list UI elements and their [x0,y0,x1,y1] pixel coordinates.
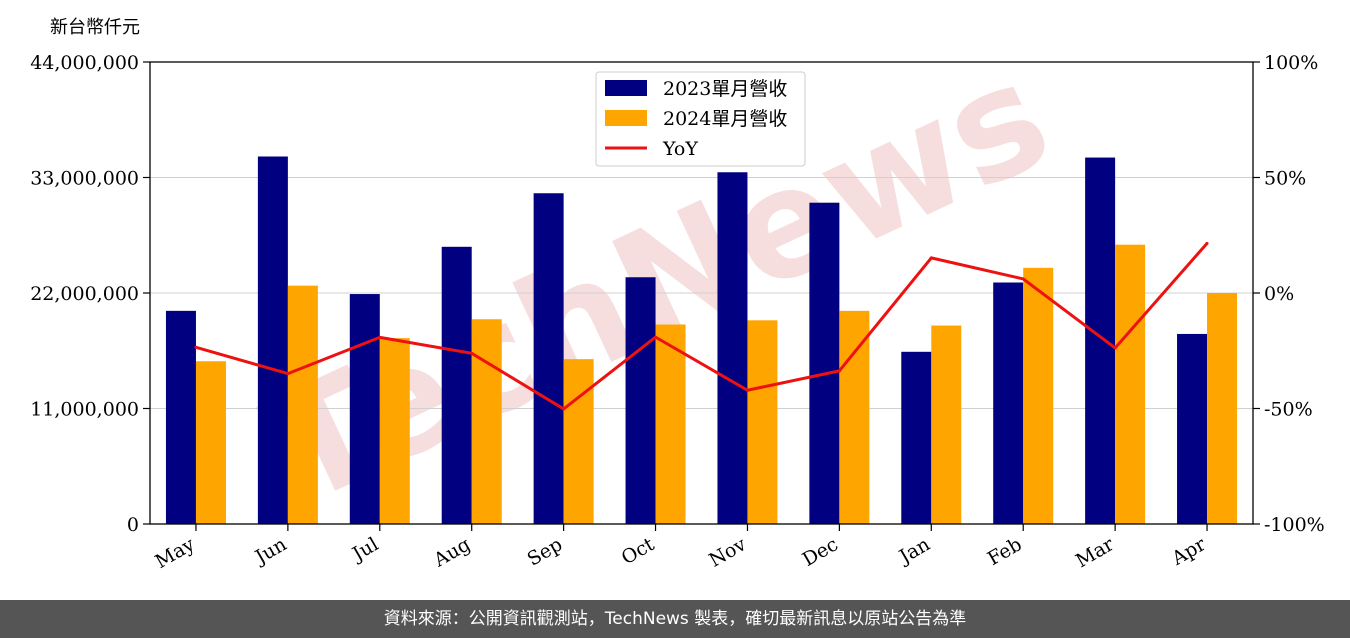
y-axis-left: 0 11,000,000 22,000,000 33,000,000 44,000,00… [30,52,150,536]
x-tick-label: Apr [1167,533,1210,570]
bar-2023 [165,310,196,524]
bar-2023 [1085,157,1116,525]
x-tick-label: Nov [705,533,750,572]
legend-label-2024: 2024單月營收 [663,108,787,130]
yoy-point [837,369,841,373]
bars [165,156,1238,525]
bar-2024 [195,361,226,524]
bar-2023 [533,193,564,524]
y-right-tick-label: 0% [1264,283,1294,305]
bar-2024 [1023,267,1054,524]
bar-2023 [349,294,380,524]
bar-2023 [257,156,288,524]
yoy-point [745,388,749,392]
bar-2023 [625,277,656,524]
x-tick-label: Feb [984,533,1026,570]
legend: 2023單月營收 2024單月營收 YoY [595,71,806,167]
x-tick-label: Sep [524,533,567,570]
y-unit-label: 新台幣仟元 [50,17,140,38]
x-axis: May Jun Jul Aug Sep Oct Nov Dec Jan Feb Mar Apr [151,524,1210,573]
yoy-point [378,335,382,339]
chart: TechNews 新台幣仟元 011,000,00022,000,00033,0… [30,17,1325,573]
legend-label-yoy: YoY [662,138,698,160]
bar-2023 [717,172,748,524]
bar-2024 [471,319,502,524]
bar-2024 [563,359,594,524]
x-tick-label: Jun [250,533,291,569]
bar-2024 [379,338,410,524]
y-left-tick-label: 11,000,000 [30,399,139,421]
bar-2024 [931,325,962,524]
y-right-tick-label: -100% [1264,514,1325,536]
yoy-point [929,256,933,260]
legend-swatch-2024 [605,110,647,126]
bar-2023 [901,351,932,524]
bar-2024 [655,324,686,524]
yoy-point [470,351,474,355]
x-tick-label: Dec [799,533,842,571]
legend-swatch-2023 [605,80,647,96]
y-left-tick-label: 22,000,000 [30,283,139,305]
yoy-point [194,345,198,349]
x-tick-label: May [151,533,198,573]
bar-2024 [747,320,778,524]
source-footer: 資料來源：公開資訊觀測站，TechNews 製表，確切最新訊息以原站公告為準 [0,600,1350,638]
x-tick-label: Aug [429,533,474,572]
x-tick-label: Jan [894,533,934,569]
yoy-line [195,242,1209,411]
y-right-tick-label: -50% [1264,399,1313,421]
bar-2024 [1115,244,1146,524]
y-right-tick-label: 100% [1264,52,1318,74]
gridlines [150,177,1253,409]
legend-label-2023: 2023單月營收 [663,78,787,100]
yoy-point [1113,346,1117,350]
yoy-point [1205,241,1209,245]
bar-2023 [809,202,840,524]
yoy-point [286,372,290,376]
y-left-tick-label: 0 [127,514,139,536]
bar-2023 [1177,333,1208,524]
x-tick-label: Oct [618,533,659,569]
x-tick-label: Mar [1072,533,1118,572]
yoy-line-group [194,241,1209,411]
y-left-tick-label: 44,000,000 [30,52,139,74]
y-left-tick-label: 33,000,000 [30,168,139,190]
yoy-point [1021,277,1025,281]
yoy-point [562,407,566,411]
x-tick-label: Jul [347,533,382,566]
bar-2024 [1207,293,1238,524]
yoy-point [654,335,658,339]
legend-box [595,71,806,167]
y-axis-right: -100% -50% 0% 50% 100% [1253,52,1325,536]
bar-2024 [287,285,318,524]
bar-2024 [839,310,870,524]
y-right-tick-label: 50% [1264,168,1306,190]
bar-2023 [441,246,472,525]
bar-2023 [993,282,1024,524]
